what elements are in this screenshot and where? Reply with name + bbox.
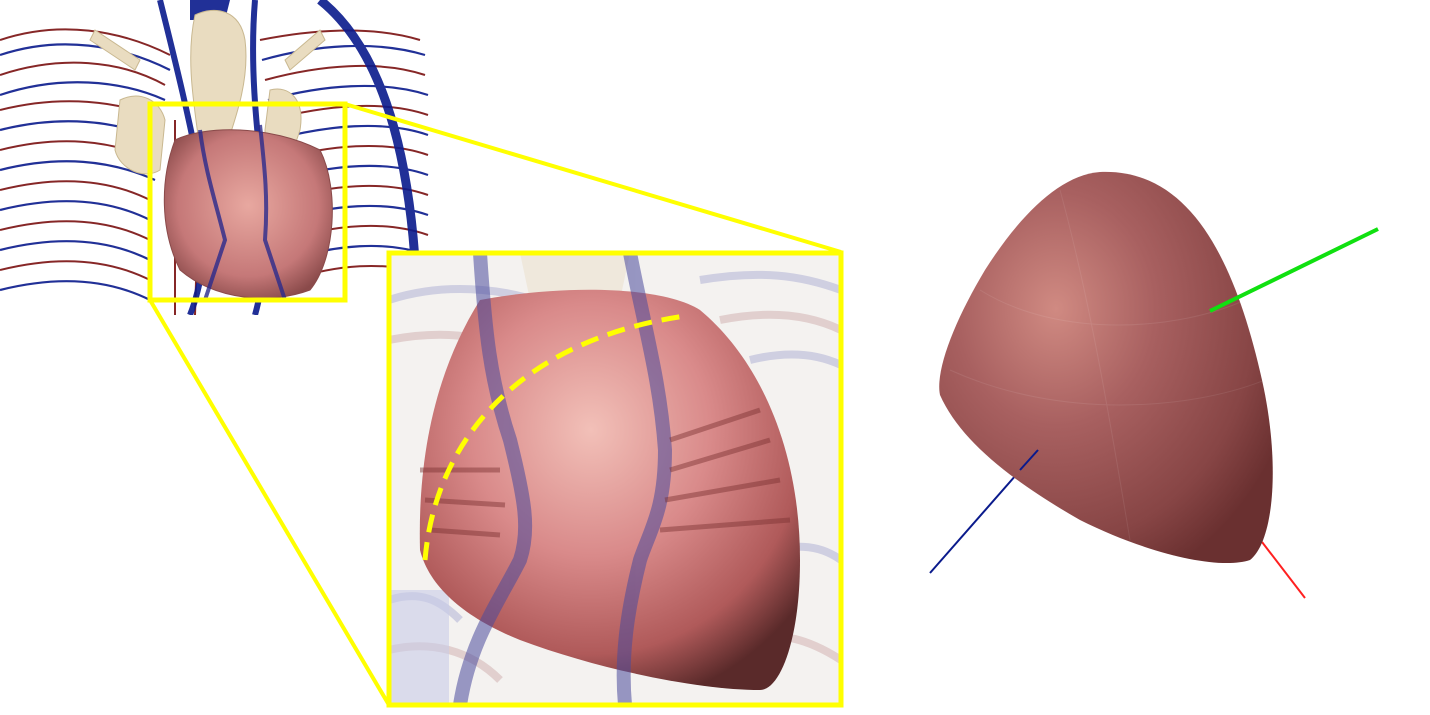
- axis-x: [1261, 541, 1306, 599]
- axis-y: [1209, 227, 1379, 313]
- heart-zoom-frame: [386, 250, 844, 708]
- zoom-selection-box: [147, 101, 348, 303]
- basal-plane-curve: [422, 313, 686, 561]
- model-shading-bands: [949, 189, 1266, 541]
- heart-surface-vessels: [198, 124, 287, 301]
- zoom-connector-lines: [148, 102, 842, 707]
- thorax-overview-panel: [0, 0, 430, 315]
- zoom-heart: [419, 289, 800, 690]
- heart-zoom-panel: [389, 253, 841, 705]
- overview-heart: [163, 129, 333, 299]
- zoom-heart-branches: [420, 407, 791, 538]
- ellipsoid-model-panel: [929, 171, 1379, 599]
- ellipsoid-heart-model: [939, 171, 1273, 564]
- zoom-heart-vessels: [453, 253, 673, 705]
